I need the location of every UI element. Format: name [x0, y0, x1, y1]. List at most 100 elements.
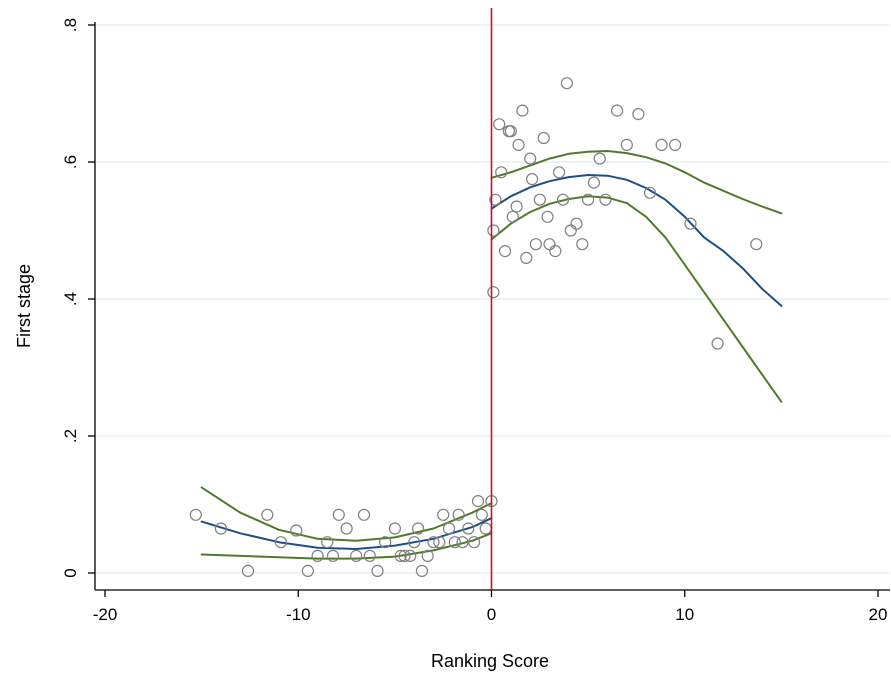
y-tick-label: .2 — [61, 429, 80, 443]
scatter-point — [433, 536, 446, 549]
scatter-point — [524, 152, 537, 165]
scatter-point — [412, 522, 425, 535]
scatter-point — [448, 536, 461, 549]
scatter-point — [274, 536, 287, 549]
scatter-point — [599, 193, 612, 206]
scatter-point — [290, 524, 303, 537]
scatter-point — [442, 522, 456, 535]
scatter-point — [552, 166, 566, 179]
scatter-point — [452, 508, 465, 521]
scatter-point — [643, 186, 657, 199]
scatter-point — [541, 210, 554, 223]
scatter-point — [556, 193, 570, 206]
scatter-point — [570, 217, 583, 230]
scatter-point — [371, 564, 384, 578]
left-ci-upper-line — [200, 486, 493, 542]
scatter-point — [587, 176, 601, 189]
scatter-point — [415, 564, 428, 578]
scatter-point — [462, 522, 475, 535]
y-tick-label: 0 — [61, 568, 80, 577]
scatter-point — [549, 245, 562, 258]
scatter-point — [261, 508, 274, 521]
scatter-point — [564, 224, 577, 237]
scatter-point — [421, 549, 434, 563]
y-axis-title: First stage — [14, 264, 34, 348]
scatter-point — [301, 564, 314, 578]
right-fit-line — [490, 174, 783, 307]
scatter-point — [655, 138, 668, 151]
scatter-point — [189, 508, 202, 521]
scatter-point — [493, 118, 506, 131]
scatter-point — [326, 549, 340, 563]
scatter-point — [750, 238, 763, 251]
x-tick-label: 20 — [869, 605, 888, 624]
scatter-point — [506, 210, 519, 223]
right-ci-upper-line — [490, 150, 783, 215]
scatter-point — [495, 166, 508, 179]
x-tick-label: -20 — [93, 605, 118, 624]
scatter-point — [489, 193, 502, 206]
tick-labels: 0 .2 .4 .6 .8 -20 -10 0 10 20 — [61, 18, 887, 624]
scatter-point — [404, 549, 417, 563]
scatter-point — [529, 238, 543, 251]
scatter-point — [394, 549, 407, 563]
scatter-point — [632, 107, 645, 121]
gridlines — [96, 24, 890, 574]
scatter-point — [510, 200, 523, 213]
left-ci-lower-line — [200, 532, 493, 560]
scatter-point — [408, 536, 421, 549]
left-fit-line — [200, 517, 493, 550]
scatter-point — [241, 564, 255, 578]
scatter-point — [311, 549, 324, 563]
scatter-point — [504, 125, 517, 138]
scatter-point — [427, 536, 440, 549]
y-tick-label: .8 — [61, 18, 80, 32]
scatter-point — [487, 224, 500, 237]
scatter-point — [620, 138, 633, 151]
x-axis-title: Ranking Score — [431, 651, 549, 671]
scatter-point — [498, 245, 512, 258]
scatter-point — [379, 536, 392, 549]
scatter-point — [520, 251, 533, 264]
right-ci-lower-line — [490, 195, 783, 403]
scatter-point — [537, 131, 550, 145]
fit-lines — [200, 150, 783, 560]
scatter-point — [668, 138, 682, 151]
scatter-point — [340, 522, 353, 535]
scatter-point — [576, 238, 589, 251]
axes — [94, 22, 890, 591]
scatter-point — [475, 508, 488, 521]
scatter-point — [487, 286, 500, 299]
scatter-point — [711, 337, 724, 350]
scatter-point — [398, 549, 411, 563]
scatter-point — [516, 104, 529, 117]
scatter-point — [321, 536, 334, 549]
scatter-point — [479, 522, 492, 535]
scatter-points — [189, 77, 763, 578]
scatter-point — [388, 522, 401, 535]
scatter-point — [350, 549, 363, 563]
x-tick-label: 10 — [675, 605, 694, 624]
scatter-point — [533, 193, 546, 206]
scatter-point — [684, 217, 697, 230]
scatter-point — [471, 495, 485, 508]
scatter-point — [525, 173, 539, 186]
scatter-point — [332, 508, 345, 521]
y-tick-label: .4 — [61, 292, 80, 306]
scatter-point — [437, 508, 450, 521]
x-tick-label: 0 — [487, 605, 496, 624]
scatter-point — [512, 138, 525, 151]
scatter-point — [593, 152, 606, 165]
scatter-point — [610, 104, 624, 117]
scatter-point — [357, 508, 371, 521]
scatter-point — [560, 77, 574, 90]
scatter-point — [214, 522, 227, 535]
x-tick-label: -10 — [286, 605, 311, 624]
y-tick-label: .6 — [61, 155, 80, 169]
scatter-point — [468, 536, 481, 549]
scatter-point — [543, 238, 556, 251]
scatter-point — [363, 549, 376, 563]
scatter-point — [456, 536, 469, 549]
scatter-point — [581, 193, 595, 206]
